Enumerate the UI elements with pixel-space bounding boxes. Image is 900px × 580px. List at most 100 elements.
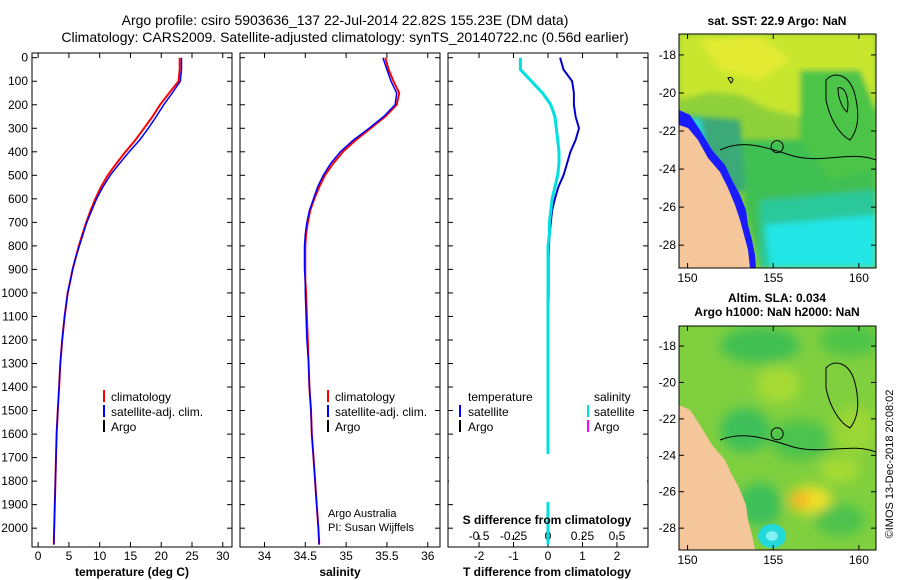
sla-map-panel: Altim. SLA: 0.034 Argo h1000: NaN h2000:…	[659, 291, 877, 567]
temperature-legend: climatology satellite-adj. clim. Argo	[103, 390, 203, 434]
figure-title-line2: Climatology: CARS2009. Satellite-adjuste…	[61, 29, 628, 45]
credit-line2: PI: Susan Wijffels	[328, 522, 414, 534]
legend-t-satellite-swatch	[459, 405, 461, 417]
depth-tick-label: 1300	[1, 357, 28, 371]
bathymetry-contour	[719, 144, 876, 161]
legend-climatology-swatch	[327, 390, 329, 402]
s-difference-satellite-line	[518, 57, 561, 545]
x-tick-label: -1	[508, 549, 519, 563]
depth-tick-label: 600	[8, 192, 28, 206]
legend-satellite-label: satellite-adj. clim.	[111, 405, 203, 419]
sla-map-frame	[678, 325, 877, 551]
depth-tick-label: 400	[8, 145, 28, 159]
x-tick-label: 20	[155, 549, 169, 563]
depth-tick-label: 800	[8, 239, 28, 253]
depth-tick-label: 200	[8, 98, 28, 112]
figure-title-line1: Argo profile: csiro 5903636_137 22-Jul-2…	[122, 12, 569, 28]
argo-position-marker	[770, 427, 784, 441]
sst-map-title: sat. SST: 22.9 Argo: NaN	[708, 14, 847, 28]
depth-tick-label: 2000	[1, 521, 28, 535]
x-tick-label: 15	[124, 549, 138, 563]
t-difference-x-axis: -2 -1 0 1 2	[474, 53, 621, 563]
depth-tick-label: 700	[8, 215, 28, 229]
x-tick-label: 36	[421, 549, 435, 563]
depth-tick-label: 1100	[2, 309, 28, 323]
map-y-tick-label: -18	[659, 48, 677, 62]
temperature-axes	[31, 52, 233, 548]
legend-s-argo-swatch	[587, 420, 589, 432]
legend-argo-swatch	[327, 420, 329, 432]
argo-position-marker	[770, 140, 784, 154]
x-tick-label: 25	[185, 549, 199, 563]
x-tick-label: 35	[339, 549, 353, 563]
difference-legend-background	[449, 454, 647, 502]
legend-satellite-swatch	[327, 405, 329, 417]
legend-satellite-label: satellite-adj. clim.	[335, 405, 427, 419]
depth-tick-label: 900	[8, 262, 28, 276]
sst-map-axes: 150 155 160 -18 -20 -22 -24 -26 -28	[659, 34, 876, 285]
x-tick-label: -0.5	[469, 529, 490, 543]
legend-climatology-label: climatology	[111, 390, 171, 404]
legend-temperature-heading: temperature	[468, 390, 533, 404]
salinity-satellite-line	[303, 57, 398, 545]
s-difference-x-axis: -0.5 -0.25 0 0.25 0.5	[469, 529, 626, 543]
x-tick-label: 34.5	[294, 549, 318, 563]
legend-salinity-heading: salinity	[594, 390, 631, 404]
legend-s-satellite-label: satellite	[594, 405, 635, 419]
legend-argo-label: Argo	[335, 420, 361, 434]
depth-tick-label: 1200	[1, 333, 28, 347]
x-tick-label: 5	[66, 549, 73, 563]
map-x-tick-label: 155	[763, 553, 783, 567]
reef-contour	[825, 74, 859, 141]
depth-tick-label: 1400	[1, 380, 28, 394]
reef-contour	[825, 362, 859, 429]
x-tick-label: 35.5	[375, 549, 399, 563]
map-y-tick-label: -26	[659, 200, 677, 214]
map-y-tick-label: -22	[659, 124, 677, 138]
depth-tick-label: 500	[8, 168, 28, 182]
legend-t-argo-label: Argo	[468, 420, 494, 434]
x-tick-label: 0	[545, 549, 552, 563]
x-tick-label: 0.5	[609, 529, 626, 543]
sst-map-image	[679, 34, 876, 268]
sla-map-subtitle: Argo h1000: NaN h2000: NaN	[694, 305, 859, 319]
legend-argo-swatch	[103, 420, 105, 432]
x-tick-label: 30	[216, 549, 230, 563]
reef-contour-inner	[837, 87, 849, 113]
legend-s-argo-label: Argo	[594, 420, 620, 434]
map-y-tick-label: -24	[659, 448, 677, 462]
depth-tick-label: 1500	[1, 404, 28, 418]
salinity-panel: 34 34.5 35 35.5 36 salinity climatology sate…	[239, 52, 441, 579]
map-x-tick-label: 160	[849, 271, 869, 285]
depth-tick-label: 1000	[1, 286, 28, 300]
credit-line1: Argo Australia	[328, 508, 397, 520]
bathymetry-contour	[719, 435, 876, 453]
map-y-tick-label: -26	[659, 485, 677, 499]
map-x-tick-label: 150	[678, 553, 698, 567]
map-x-tick-label: 155	[763, 271, 783, 285]
sst-map-frame	[678, 33, 877, 269]
map-y-tick-label: -28	[659, 238, 677, 252]
legend-s-satellite-swatch	[587, 405, 589, 417]
island-contour	[727, 77, 734, 84]
depth-tick-label: 300	[8, 121, 28, 135]
difference-panel: -2 -1 0 1 2 -0.5 -0.25 0 0.25 0.5 temperature sa…	[447, 52, 649, 579]
map-y-tick-label: -20	[659, 86, 677, 100]
land-mass	[679, 125, 750, 268]
salinity-x-axis: 34 34.5 35 35.5 36	[258, 53, 435, 563]
map-y-tick-label: -20	[659, 375, 677, 389]
sst-map-panel: sat. SST: 22.9 Argo: NaN 150 155 160 -18 -20…	[659, 14, 877, 285]
sla-map-image	[679, 326, 876, 550]
difference-legend: temperature satellite Argo salinity sate…	[459, 390, 635, 434]
depth-tick-label: 0	[21, 51, 28, 65]
depth-tick-label: 1700	[1, 451, 28, 465]
t-difference-axis-label: T difference from climatology	[463, 565, 631, 579]
temperature-x-axis: 0 5 10 15 20 25 30	[35, 53, 230, 563]
salinity-depth-ticks	[240, 57, 440, 529]
sla-map-axes: 150 155 160 -18 -20 -22 -24 -26 -28	[659, 326, 876, 567]
s-difference-axis-label: S difference from climatology	[463, 513, 632, 527]
legend-t-argo-swatch	[459, 420, 461, 432]
sla-low-anomaly-core	[766, 531, 778, 541]
x-tick-label: 0.25	[571, 529, 595, 543]
